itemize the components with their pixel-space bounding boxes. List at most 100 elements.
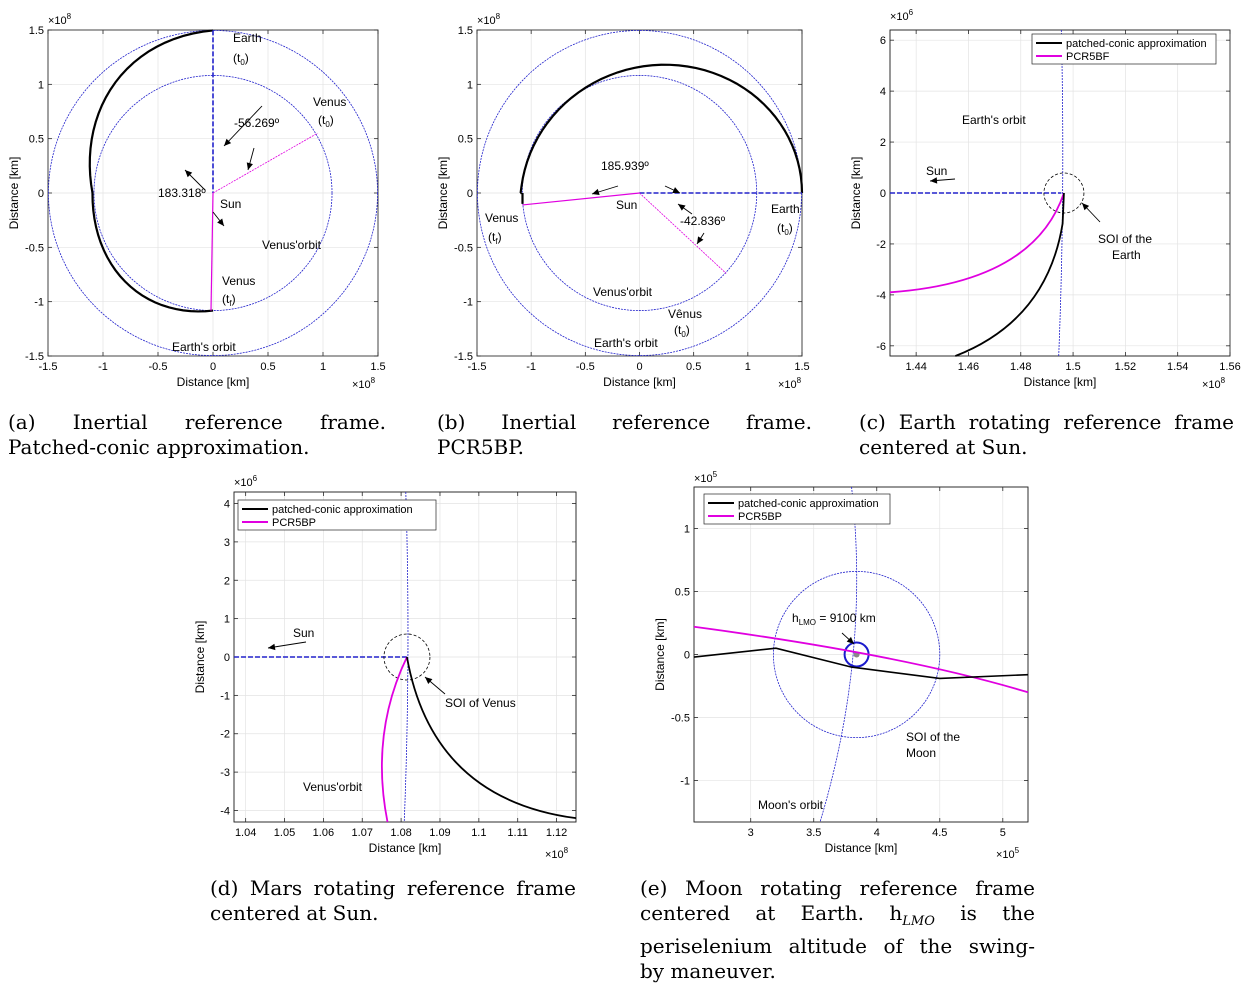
venus-t0-line [639, 192, 727, 274]
y-tick-label: 0 [684, 650, 690, 662]
venus-orbit [521, 75, 758, 311]
x-tick-label: 1.11 [507, 827, 528, 839]
y-tick-label: -2 [876, 239, 886, 251]
x-tick-label: 0 [636, 361, 642, 373]
x-tick-label: 0.5 [686, 361, 701, 373]
x-tick-label: 1.52 [1115, 361, 1136, 373]
x-axis-label: Distance [km] [177, 375, 250, 389]
caption-a-line2: Patched-conic approximation. [8, 435, 310, 459]
caption-c-line2: centered at Sun. [859, 435, 1028, 459]
patched-conic-trajectory [693, 647, 1029, 680]
x-tick-label: -1.5 [39, 361, 58, 373]
caption-a-line1: (a) Inertial reference frame. [8, 410, 386, 434]
y-tick-label: 4 [880, 86, 886, 98]
label-soi-1: SOI of the [906, 730, 960, 744]
label-venus-orbit: Venus'orbit [303, 780, 363, 794]
y-exponent: ×108 [48, 12, 72, 27]
label-venus-orbit: Venus'orbit [593, 285, 653, 299]
label-moon-orbit: Moon's orbit [758, 798, 824, 812]
venus-tf-line [522, 192, 640, 206]
label-venus-tf-time: (tf) [222, 292, 236, 308]
arrow-soi-head [1082, 203, 1090, 211]
y-tick-label: -1 [220, 690, 230, 702]
label-angle1: 185.939º [601, 159, 649, 173]
chart-b: -1.5 -1 -0.5 0 0.5 1 1.5 -1.5 -1 -0.5 0 0.5 1 1.5 Dist… [436, 12, 810, 391]
label-soi-2: Earth [1112, 248, 1141, 262]
caption-e-line3: periselenium altitude of the swing- [640, 934, 1035, 958]
arrow-angle1-head [224, 138, 232, 146]
arrow-angle1 [223, 105, 263, 147]
x-tick-label: -0.5 [576, 361, 595, 373]
patched-conic-trajectory [406, 656, 577, 820]
y-tick-label: 2 [880, 137, 886, 149]
label-earth-orbit: Earth's orbit [594, 336, 658, 350]
x-tick-label: 1.04 [235, 827, 256, 839]
y-tick-label: 0 [880, 188, 886, 200]
y-tick-label: 0.5 [29, 134, 44, 146]
caption-d: (d) Mars rotating reference frame center… [210, 876, 576, 926]
label-venus-t0: Vênus [668, 307, 702, 321]
label-earth-orbit: Earth's orbit [172, 340, 236, 354]
y-tick-label: 6 [880, 35, 886, 47]
y-tick-label: 1.5 [29, 25, 44, 37]
y-axis-label: Distance [km] [653, 618, 667, 691]
chart-c: 1.44 1.46 1.48 1.5 1.52 1.54 1.56 -6 -4 -2 0 2 4 6 Dis… [849, 8, 1241, 391]
y-tick-label: -6 [876, 341, 886, 353]
x-tick-label: -1 [98, 361, 108, 373]
y-axis-label: Distance [km] [7, 157, 21, 230]
y-tick-label: -0.5 [454, 242, 473, 254]
legend-entry: PCR5BP [272, 517, 316, 529]
y-tick-label: -1.5 [454, 351, 473, 363]
y-tick-label: 1.5 [458, 25, 473, 37]
soi-venus [383, 633, 431, 681]
x-tick-label: 1.46 [958, 361, 979, 373]
arrow-angle2b-head [697, 236, 704, 244]
label-venus-orbit: Venus'orbit [262, 238, 322, 252]
y-tick-label: 1 [684, 524, 690, 536]
arrow-sun-head [930, 177, 938, 184]
x-axis-label: Distance [km] [825, 841, 898, 855]
venus-t0-line [212, 132, 318, 194]
label-soi-1: SOI of the [1098, 232, 1152, 246]
caption-e: (e) Moon rotating reference frame center… [640, 876, 1035, 984]
x-tick-label: 1.5 [1065, 361, 1080, 373]
arrow-angle1b-head [672, 187, 680, 193]
y-tick-label: -4 [876, 290, 886, 302]
legend-entry: patched-conic approximation [738, 498, 879, 510]
y-tick-label: 0.5 [458, 134, 473, 146]
label-venus-tf: Venus [485, 211, 518, 225]
label-venus-tf: Venus [222, 274, 255, 288]
y-tick-label: -0.5 [671, 712, 690, 724]
x-exponent: ×108 [1202, 376, 1226, 391]
y-axis-label: Distance [km] [193, 621, 207, 694]
x-axis-label: Distance [km] [603, 375, 676, 389]
x-tick-label: 4.5 [932, 827, 947, 839]
arrow-angle2-head [678, 204, 686, 211]
pcr5bp-trajectory [381, 656, 408, 823]
y-tick-label: 1 [224, 614, 230, 626]
y-tick-label: 1 [38, 79, 44, 91]
y-exponent: ×106 [890, 8, 914, 23]
label-venus-t0-time: (t0) [674, 323, 690, 339]
x-tick-label: 3.5 [806, 827, 821, 839]
caption-b-line1: (b) Inertial reference frame. [437, 410, 812, 434]
y-tick-label: 0 [467, 188, 473, 200]
x-tick-label: 4 [874, 827, 880, 839]
arrow-angle2-head [185, 170, 193, 178]
y-exponent: ×105 [694, 470, 718, 485]
venus-orbit-line [403, 491, 409, 823]
venus-tf-line [210, 192, 214, 311]
caption-d-line2: centered at Sun. [210, 901, 379, 925]
legend-entry: PCR5BP [738, 511, 782, 523]
arrow-angle1b-head [246, 162, 253, 170]
chart-d: 1.04 1.05 1.06 1.07 1.08 1.09 1.1 1.11 1.12 -4 -3 -… [193, 474, 577, 861]
legend-d [237, 499, 437, 531]
y-tick-label: -0.5 [25, 242, 44, 254]
label-angle2: -42.836º [680, 214, 726, 228]
y-tick-label: -1 [34, 297, 44, 309]
x-tick-label: 1.5 [370, 361, 385, 373]
y-tick-label: 1 [467, 79, 473, 91]
label-sun: Sun [220, 197, 241, 211]
legend-c [1031, 33, 1217, 65]
label-earth-orbit: Earth's orbit [962, 113, 1026, 127]
